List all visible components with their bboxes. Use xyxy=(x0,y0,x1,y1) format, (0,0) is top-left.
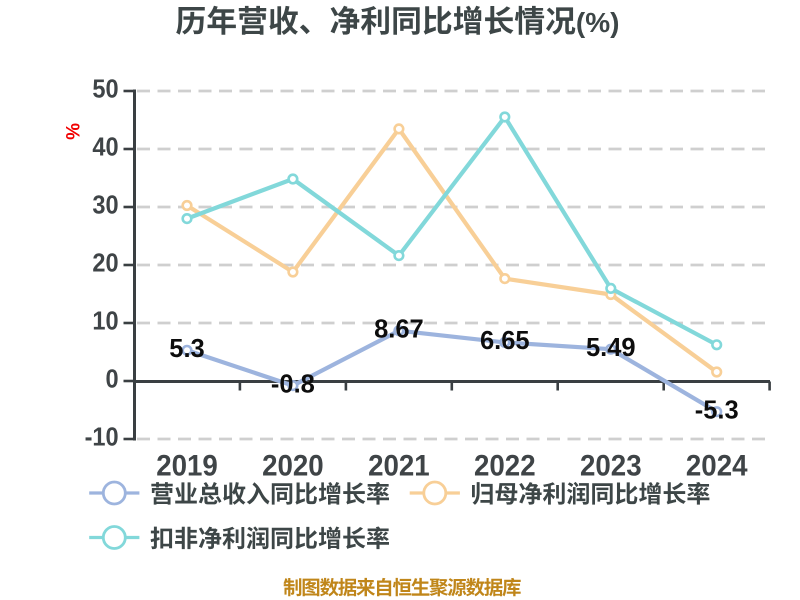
svg-text:0: 0 xyxy=(105,365,118,393)
svg-text:-0.8: -0.8 xyxy=(271,370,315,398)
svg-text:-10: -10 xyxy=(85,423,119,451)
svg-text:8.67: 8.67 xyxy=(374,316,424,344)
svg-text:10: 10 xyxy=(92,307,118,335)
svg-text:2021: 2021 xyxy=(368,450,430,483)
svg-text:-5.3: -5.3 xyxy=(695,397,739,425)
svg-text:(%): (%) xyxy=(576,7,620,38)
svg-text:50: 50 xyxy=(92,75,118,103)
svg-text:6.65: 6.65 xyxy=(480,327,530,355)
svg-text:2019: 2019 xyxy=(156,450,218,483)
svg-text:5.49: 5.49 xyxy=(586,334,636,362)
svg-text:30: 30 xyxy=(92,191,118,219)
svg-text:2024: 2024 xyxy=(686,450,748,483)
svg-text:40: 40 xyxy=(92,133,118,161)
svg-text:2020: 2020 xyxy=(262,450,324,483)
svg-text:2023: 2023 xyxy=(580,450,642,483)
svg-text:5.3: 5.3 xyxy=(169,335,204,363)
svg-text:2022: 2022 xyxy=(474,450,536,483)
svg-text:20: 20 xyxy=(92,249,118,277)
svg-text:%: % xyxy=(61,123,82,140)
